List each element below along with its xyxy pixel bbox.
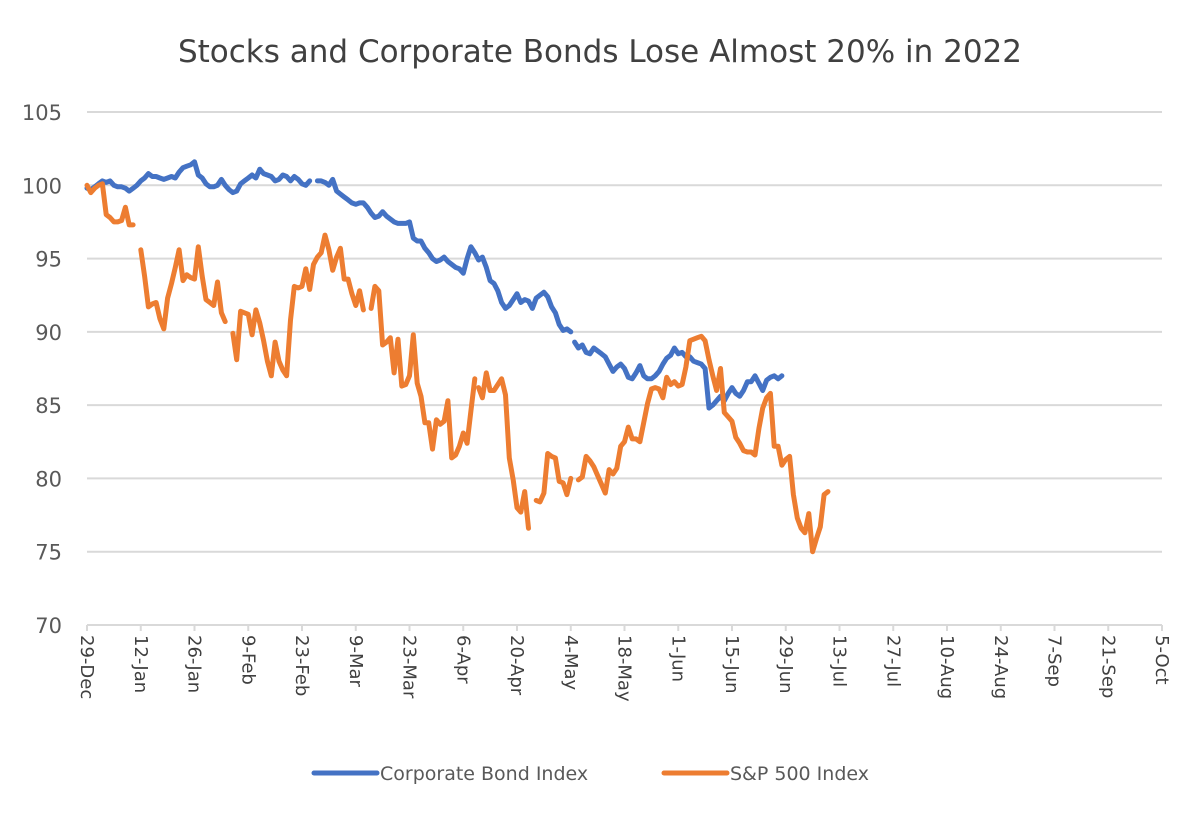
x-tick-label-21-sep: 21-Sep — [1097, 635, 1118, 698]
series-line-s-p-500-index-segment-1 — [138, 244, 228, 332]
x-tick-label-29-dec: 29-Dec — [76, 635, 97, 699]
x-tick-label-29-jun: 29-Jun — [775, 635, 796, 694]
x-tick-label-9-mar: 9-Mar — [345, 635, 366, 688]
y-tick-label-85: 85 — [35, 394, 62, 418]
series-lines — [84, 159, 831, 555]
legend-label-sp500-index: S&P 500 Index — [730, 763, 869, 785]
x-tick-label-9-feb: 9-Feb — [237, 635, 258, 685]
x-tick-label-24-aug: 24-Aug — [990, 635, 1011, 699]
y-tick-label-90: 90 — [35, 321, 62, 345]
y-tick-label-75: 75 — [35, 541, 62, 565]
series-corporate-bond-index — [84, 159, 785, 411]
x-tick-label-26-jan: 26-Jan — [184, 635, 205, 693]
y-tick-label-70: 70 — [35, 614, 62, 638]
gridlines — [87, 111, 1162, 553]
x-tick-label-12-jan: 12-Jan — [130, 635, 151, 693]
x-tick-label-18-may: 18-May — [614, 635, 635, 702]
series-line-corporate-bond-index-segment-2 — [572, 339, 785, 411]
series-line-s-p-500-index-segment-6 — [575, 333, 831, 555]
x-tick-label-15-jun: 15-Jun — [721, 635, 742, 694]
legend: Corporate Bond Index S&P 500 Index — [311, 763, 869, 785]
x-tick-label-10-aug: 10-Aug — [936, 635, 957, 699]
x-tick-label-7-sep: 7-Sep — [1044, 635, 1065, 687]
x-tick-label-5-oct: 5-Oct — [1151, 635, 1172, 685]
legend-item-corporate-bond-index: Corporate Bond Index — [311, 763, 588, 785]
x-tick-label-6-apr: 6-Apr — [452, 635, 473, 684]
legend-label-corporate-bond-index: Corporate Bond Index — [380, 763, 588, 785]
series-line-s-p-500-index-segment-2 — [230, 232, 366, 379]
series-line-corporate-bond-index-segment-1 — [314, 176, 574, 335]
y-tick-label-105: 105 — [22, 101, 62, 125]
x-tick-label-13-jul: 13-Jul — [829, 635, 850, 687]
series-line-s-p-500-index-segment-3 — [368, 283, 478, 461]
y-tick-label-80: 80 — [35, 467, 62, 491]
series-s-p-500-index — [84, 181, 831, 555]
chart-title: Stocks and Corporate Bonds Lose Almost 2… — [178, 34, 1022, 70]
y-axis-tick-labels: 70 75 80 85 90 95 100 105 — [22, 101, 62, 638]
y-tick-label-95: 95 — [35, 248, 62, 272]
series-line-s-p-500-index-segment-4 — [476, 370, 531, 531]
x-tick-label-4-may: 4-May — [560, 635, 581, 691]
series-line-s-p-500-index-segment-5 — [533, 451, 574, 505]
x-axis: 29-Dec 12-Jan 26-Jan 9-Feb 23-Feb 9-Mar 23-Mar… — [76, 624, 1172, 702]
legend-item-sp500-index: S&P 500 Index — [661, 763, 869, 785]
series-line-corporate-bond-index-segment-0 — [84, 159, 313, 196]
y-tick-label-100: 100 — [22, 174, 62, 198]
series-line-s-p-500-index-segment-0 — [84, 181, 136, 228]
x-tick-label-23-mar: 23-Mar — [399, 635, 420, 699]
x-tick-label-23-feb: 23-Feb — [291, 635, 312, 696]
x-tick-label-20-apr: 20-Apr — [506, 635, 527, 696]
x-tick-label-1-jun: 1-Jun — [667, 635, 688, 682]
x-tick-label-27-jul: 27-Jul — [882, 635, 903, 687]
